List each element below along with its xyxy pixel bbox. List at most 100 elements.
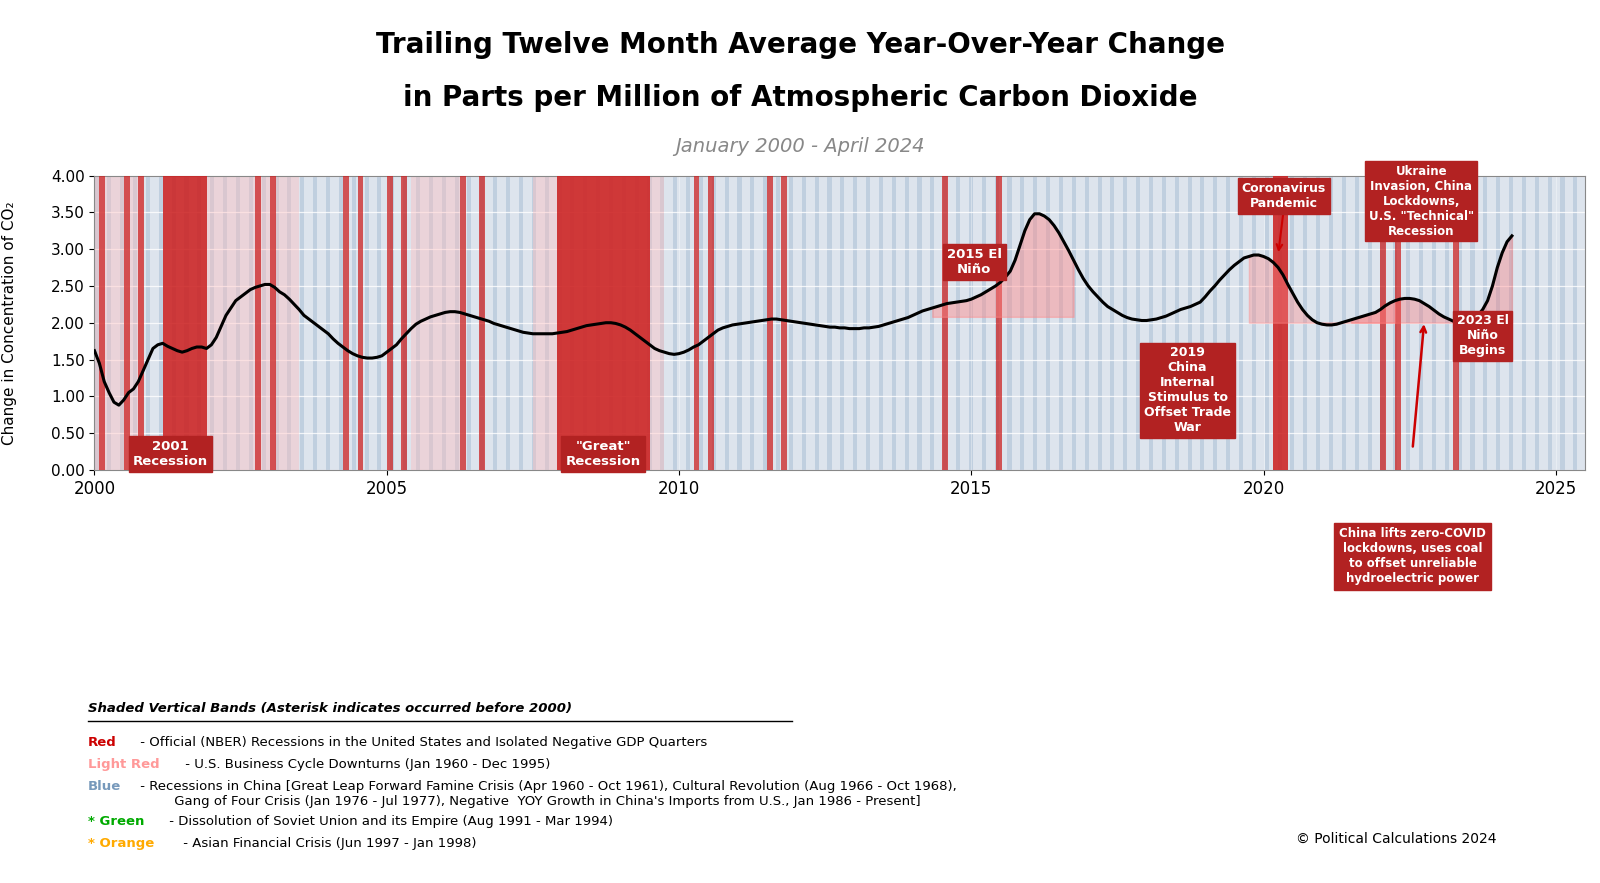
Bar	[387, 176, 392, 470]
Bar	[158, 176, 163, 470]
Text: Light Red: Light Red	[88, 758, 160, 771]
Bar	[1522, 176, 1526, 470]
Bar	[1162, 176, 1166, 470]
Bar	[904, 176, 909, 470]
Text: - Recessions in China [Great Leap Forward Famine Crisis (Apr 1960 - Oct 1961), C: - Recessions in China [Great Leap Forwar…	[136, 780, 957, 808]
Bar	[262, 176, 266, 470]
Bar	[709, 176, 714, 470]
Bar	[197, 176, 202, 470]
Bar	[301, 176, 304, 470]
Bar	[390, 176, 394, 470]
Bar	[467, 176, 472, 470]
Bar	[1213, 176, 1218, 470]
Bar	[378, 176, 381, 470]
Bar	[661, 176, 664, 470]
Bar	[1238, 176, 1243, 470]
Bar	[763, 176, 768, 470]
Bar	[725, 176, 728, 470]
Bar	[506, 176, 510, 470]
Bar	[138, 176, 144, 470]
Bar	[1317, 176, 1320, 470]
Bar	[352, 176, 355, 470]
Bar	[107, 176, 112, 470]
Bar	[1304, 176, 1307, 470]
Bar	[94, 176, 142, 470]
Text: Blue: Blue	[88, 780, 122, 793]
Bar	[123, 176, 130, 470]
Bar	[1458, 176, 1462, 470]
Bar	[133, 176, 138, 470]
Bar	[1560, 176, 1565, 470]
Bar	[184, 176, 189, 470]
Bar	[533, 176, 664, 470]
Bar	[1394, 176, 1397, 470]
Text: "Great"
Recession: "Great" Recession	[565, 440, 640, 468]
Bar	[622, 176, 626, 470]
Bar	[750, 176, 755, 470]
Bar	[99, 176, 106, 470]
Bar	[853, 176, 858, 470]
Bar	[1355, 176, 1358, 470]
Bar	[686, 176, 690, 470]
Bar	[493, 176, 498, 470]
Bar	[1251, 176, 1256, 470]
Bar	[339, 176, 342, 470]
Bar	[1123, 176, 1128, 470]
Text: 2019
China
Internal
Stimulus to
Offset Trade
War: 2019 China Internal Stimulus to Offset T…	[1144, 346, 1230, 434]
Bar	[1226, 176, 1230, 470]
Bar	[942, 176, 947, 470]
Text: Shaded Vertical Bands (Asterisk indicates occurred before 2000): Shaded Vertical Bands (Asterisk indicate…	[88, 702, 573, 715]
Bar	[866, 176, 870, 470]
Bar	[917, 176, 922, 470]
Bar	[840, 176, 845, 470]
Text: 2015 El
Niño: 2015 El Niño	[947, 248, 1002, 276]
Bar	[957, 176, 960, 470]
Text: Red: Red	[88, 736, 117, 749]
Bar	[995, 176, 1002, 470]
Text: 2023 El
Niño
Begins: 2023 El Niño Begins	[1456, 314, 1509, 358]
Bar	[1034, 176, 1037, 470]
Text: - Asian Financial Crisis (Jun 1997 - Jan 1998): - Asian Financial Crisis (Jun 1997 - Jan…	[179, 837, 477, 850]
Bar	[781, 176, 787, 470]
Bar	[146, 176, 150, 470]
Bar	[1547, 176, 1552, 470]
Bar	[1509, 176, 1514, 470]
Bar	[248, 176, 253, 470]
Bar	[648, 176, 651, 470]
Bar	[270, 176, 275, 470]
Bar	[544, 176, 549, 470]
Bar	[454, 176, 459, 470]
Text: 2001
Recession: 2001 Recession	[133, 440, 208, 468]
Bar	[1021, 176, 1024, 470]
Bar	[365, 176, 368, 470]
Bar	[1136, 176, 1141, 470]
Bar	[942, 176, 947, 470]
Bar	[1264, 176, 1269, 470]
Bar	[1330, 176, 1333, 470]
Text: * Green: * Green	[88, 815, 144, 828]
Text: Trailing Twelve Month Average Year-Over-Year Change: Trailing Twelve Month Average Year-Over-…	[376, 31, 1224, 59]
Bar	[411, 176, 459, 470]
Bar	[1496, 176, 1501, 470]
Bar	[1483, 176, 1488, 470]
Bar	[1453, 176, 1459, 470]
Bar	[699, 176, 702, 470]
Bar	[1174, 176, 1179, 470]
Bar	[1395, 176, 1402, 470]
Bar	[1059, 176, 1062, 470]
Bar	[416, 176, 421, 470]
Bar	[694, 176, 699, 470]
Bar	[210, 176, 214, 470]
Bar	[635, 176, 638, 470]
Bar	[222, 176, 227, 470]
Bar	[256, 176, 261, 470]
Bar	[1573, 176, 1578, 470]
Bar	[429, 176, 434, 470]
Text: * Orange: * Orange	[88, 837, 154, 850]
Bar	[557, 176, 562, 470]
Text: © Political Calculations 2024: © Political Calculations 2024	[1296, 832, 1496, 846]
Bar	[827, 176, 832, 470]
Bar	[1368, 176, 1371, 470]
Bar	[970, 176, 973, 470]
Bar	[1149, 176, 1154, 470]
